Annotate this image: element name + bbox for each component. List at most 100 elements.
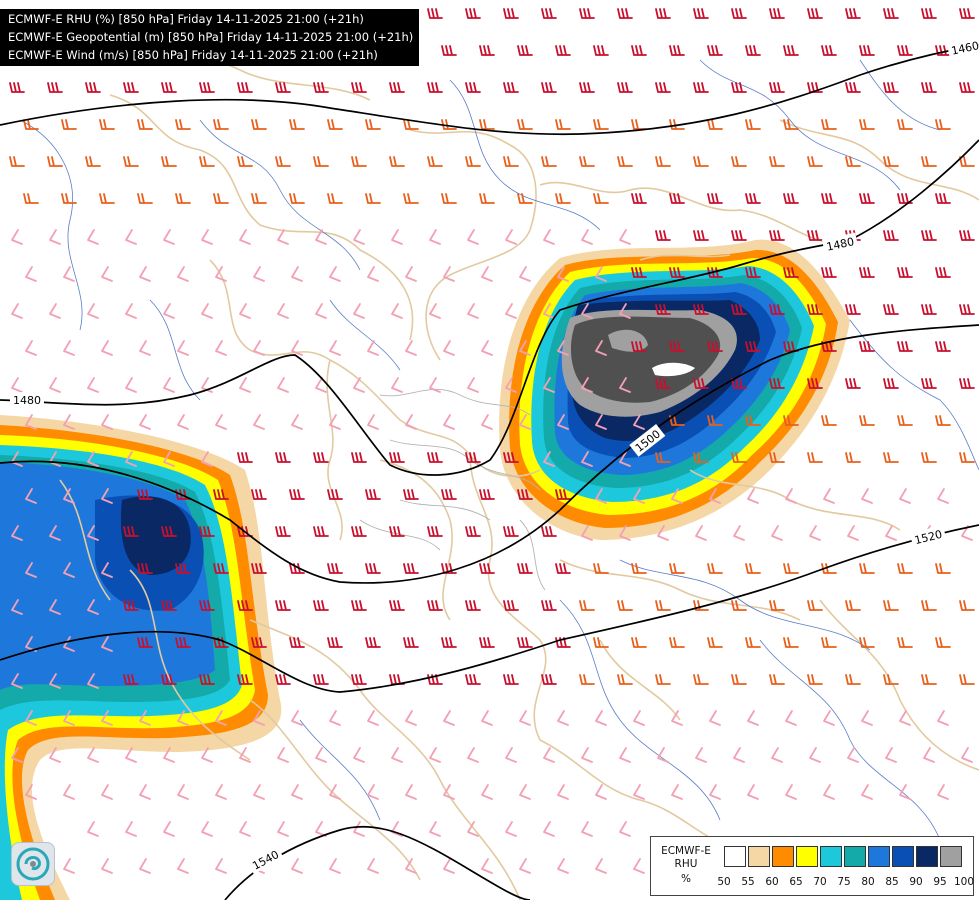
wind-barb [505, 303, 517, 319]
wind-barb [177, 266, 189, 282]
wind-barb [959, 600, 975, 611]
wind-barb [467, 747, 479, 763]
wind-barb [695, 525, 707, 541]
wind-barb [619, 377, 631, 393]
wind-barb [365, 193, 381, 204]
wind-barb [443, 710, 455, 726]
wind-barb [87, 377, 99, 393]
wind-barb [125, 747, 137, 763]
wind-barb [49, 377, 61, 393]
wind-barb [443, 340, 455, 356]
wind-barb [137, 489, 153, 500]
wind-barb [823, 710, 835, 726]
wind-barb [669, 637, 685, 648]
wind-barb [329, 710, 341, 726]
wind-barb [481, 414, 493, 430]
wind-barb [883, 304, 899, 315]
wind-barb [823, 488, 835, 504]
wind-barb [655, 304, 671, 315]
wind-barb [631, 267, 647, 278]
wind-barb [595, 710, 607, 726]
wind-barb [961, 747, 973, 763]
wind-barb [329, 340, 341, 356]
wind-barb [277, 821, 289, 837]
wind-barb [897, 563, 913, 574]
wind-barb [23, 119, 39, 130]
wind-barb [315, 821, 327, 837]
wind-barb [899, 488, 911, 504]
wind-barb [769, 452, 785, 463]
wind-barb [769, 82, 785, 93]
wind-barb [859, 267, 875, 278]
wind-barb [557, 710, 569, 726]
wind-barb [251, 119, 267, 130]
wind-barb [731, 82, 747, 93]
wind-barb [403, 637, 419, 648]
wind-barb [959, 8, 975, 19]
wind-barb [543, 303, 555, 319]
wind-barb [633, 488, 645, 504]
wind-barb [593, 119, 609, 130]
wind-barb [289, 489, 305, 500]
wind-barb [783, 119, 799, 130]
wind-barb [595, 414, 607, 430]
wind-barb [213, 193, 229, 204]
wind-barb [807, 8, 823, 19]
country-borders [59, 39, 979, 900]
wind-barb [937, 710, 949, 726]
wind-barb [137, 563, 153, 574]
wind-barb [123, 674, 139, 685]
wind-barb [631, 119, 647, 130]
wind-barb [707, 563, 723, 574]
wind-barb [579, 156, 595, 167]
wind-barb [823, 784, 835, 800]
wind-barb [519, 266, 531, 282]
wind-barb [63, 414, 75, 430]
wind-barb [215, 340, 227, 356]
wind-barb [845, 304, 861, 315]
wind-barb [935, 637, 951, 648]
wind-barb [291, 266, 303, 282]
wind-barb [581, 229, 593, 245]
wind-barb [61, 193, 77, 204]
wind-barb [253, 784, 265, 800]
wind-barb [655, 8, 671, 19]
wind-barb [391, 747, 403, 763]
wind-barb [845, 378, 861, 389]
wind-barb [935, 119, 951, 130]
wind-barb [289, 193, 305, 204]
wind-barb [769, 378, 785, 389]
wind-barb [543, 747, 555, 763]
wind-barb [769, 8, 785, 19]
wind-barb [25, 340, 37, 356]
wind-barb [959, 304, 975, 315]
wind-barb [745, 563, 761, 574]
wind-barb [125, 229, 137, 245]
wind-barb [465, 526, 481, 537]
wind-barb [175, 489, 191, 500]
wind-barb [709, 488, 721, 504]
contour-label-1480-west: 1480 [13, 394, 41, 407]
wind-barb [251, 637, 267, 648]
wind-barb [807, 600, 823, 611]
wind-barb [481, 858, 493, 874]
wind-barb [315, 377, 327, 393]
wind-barb [897, 193, 913, 204]
wind-barb [845, 600, 861, 611]
wind-barb [783, 193, 799, 204]
wind-barb [405, 710, 417, 726]
wind-barb [543, 821, 555, 837]
wind-barb [405, 340, 417, 356]
wind-barb [959, 378, 975, 389]
legend-swatch [796, 846, 818, 867]
wind-barb [11, 525, 23, 541]
humidity-field-west [0, 415, 282, 900]
legend-tick-label: 70 [813, 876, 827, 888]
wind-barb [429, 821, 441, 837]
wind-barb [783, 415, 799, 426]
wind-barb [555, 193, 571, 204]
wind-barb [291, 784, 303, 800]
wind-barb [557, 340, 569, 356]
wind-barb [517, 489, 533, 500]
wind-barb [633, 858, 645, 874]
